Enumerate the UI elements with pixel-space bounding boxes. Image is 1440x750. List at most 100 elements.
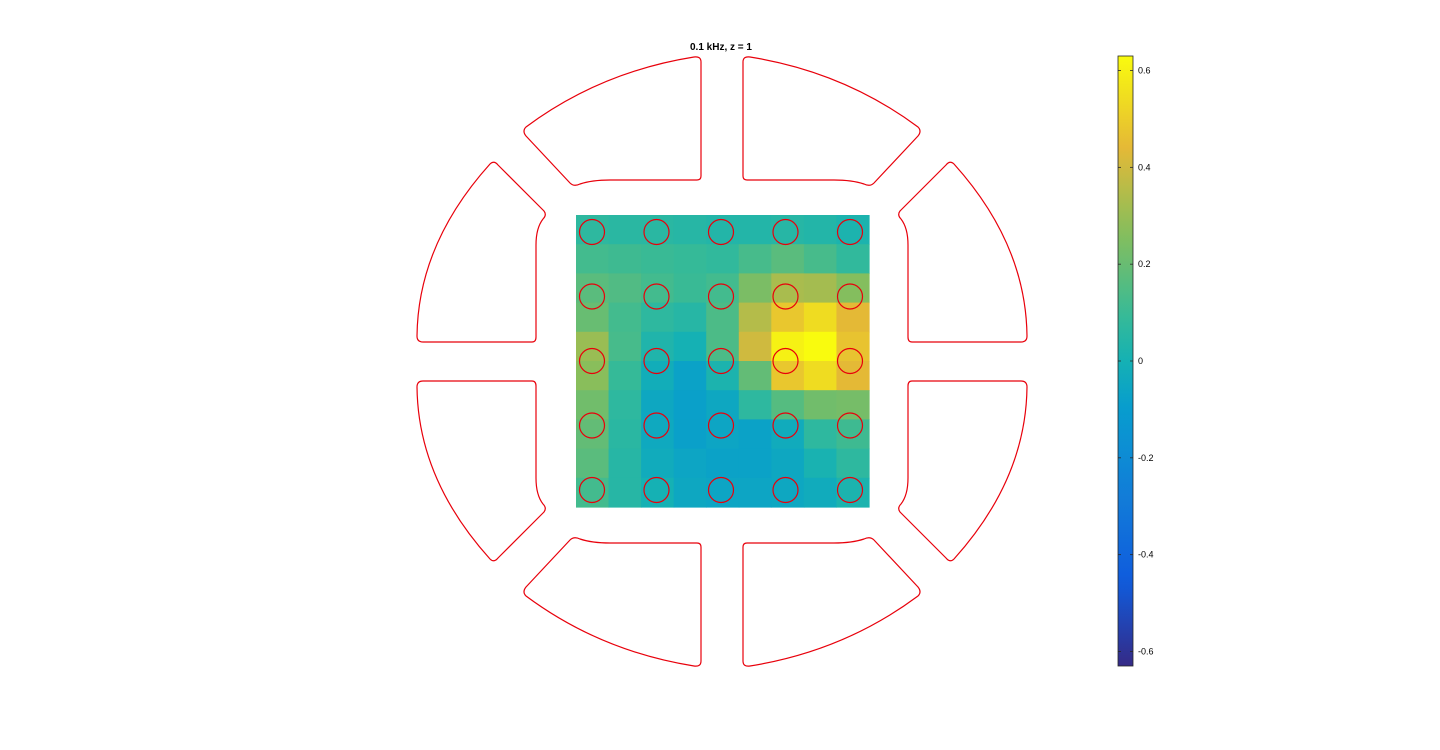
heatmap-cell xyxy=(673,390,707,420)
outline-segment xyxy=(898,380,1028,562)
heatmap-cell xyxy=(803,215,838,245)
heatmap-cell xyxy=(738,361,772,391)
heatmap-cell xyxy=(771,448,805,479)
heatmap-cell xyxy=(803,477,838,508)
heatmap-cell xyxy=(706,390,740,420)
colorbar-tick-label: 0.6 xyxy=(1138,66,1151,76)
heatmap xyxy=(576,215,870,508)
heatmap-cell xyxy=(608,477,642,508)
heatmap-cell xyxy=(836,448,870,479)
heatmap-cell xyxy=(738,244,772,274)
heatmap-cell xyxy=(673,302,707,333)
heatmap-cell xyxy=(706,361,740,391)
heatmap-cell xyxy=(641,302,675,333)
sensor-marker xyxy=(643,283,670,310)
heatmap-cell xyxy=(836,361,870,391)
heatmap-cell xyxy=(673,273,707,304)
colorbar-tick-label: 0 xyxy=(1138,356,1143,366)
sensor-marker xyxy=(707,218,735,246)
colorbar-tick-label: -0.2 xyxy=(1138,453,1154,463)
sensor-marker xyxy=(578,283,606,310)
sensor-marker xyxy=(772,412,799,439)
heatmap-cell xyxy=(836,273,870,304)
heatmap-cell xyxy=(673,419,707,450)
sensor-marker xyxy=(836,218,864,246)
sensor-marker xyxy=(578,218,606,246)
heatmap-cell xyxy=(803,361,838,391)
heatmap-cell xyxy=(836,302,870,333)
sensor-marker xyxy=(707,476,735,504)
heatmap-cell xyxy=(738,390,772,420)
outline-segment xyxy=(416,380,546,562)
heatmap-cell xyxy=(673,215,707,245)
heatmap-cell xyxy=(576,302,610,333)
heatmap-cell xyxy=(738,302,772,333)
heatmap-cell xyxy=(738,419,772,450)
heatmap-cell xyxy=(771,390,805,420)
heatmap-cell xyxy=(706,244,740,274)
heatmap-cell xyxy=(803,273,838,304)
heatmap-cell xyxy=(706,302,740,333)
sensor-marker xyxy=(578,476,606,504)
colorbar-tick-label: 0.4 xyxy=(1138,162,1151,172)
heatmap-cell xyxy=(771,331,805,362)
heatmap-cell xyxy=(738,215,772,245)
heatmap-cell xyxy=(771,302,805,333)
heatmap-cell xyxy=(673,477,707,508)
heatmap-cell xyxy=(576,273,610,304)
heatmap-cell xyxy=(771,361,805,391)
heatmap-cell xyxy=(641,244,675,274)
heatmap-cell xyxy=(608,331,642,362)
heatmap-cell xyxy=(803,244,838,274)
sensor-marker xyxy=(707,283,735,310)
outline-segment xyxy=(898,161,1028,343)
sensor-marker xyxy=(578,412,606,439)
heatmap-cell xyxy=(836,390,870,420)
sensor-markers xyxy=(578,218,864,504)
heatmap-cell xyxy=(706,448,740,479)
colorbar: 0.6 0.4 0.2 0 -0.2 -0.4 -0.6 xyxy=(1117,55,1154,667)
heatmap-cell xyxy=(608,244,642,274)
outline-segment xyxy=(523,56,702,186)
sensor-marker xyxy=(578,347,606,375)
sensor-marker xyxy=(643,412,670,439)
heatmap-cell xyxy=(836,244,870,274)
heatmap-cell xyxy=(608,419,642,450)
sensor-marker xyxy=(836,283,864,310)
colorbar-tick-label: -0.4 xyxy=(1138,550,1154,560)
heatmap-cell xyxy=(673,244,707,274)
outline-segments xyxy=(416,56,1028,667)
heatmap-cell xyxy=(608,215,642,245)
heatmap-cell xyxy=(641,390,675,420)
heatmap-cell xyxy=(641,361,675,391)
heatmap-cell xyxy=(608,448,642,479)
sensor-marker xyxy=(643,476,670,504)
sensor-marker xyxy=(643,347,670,375)
heatmap-cell xyxy=(608,390,642,420)
heatmap-cell xyxy=(576,448,610,479)
heatmap-cell xyxy=(803,390,838,420)
heatmap-cell xyxy=(803,331,838,362)
chart-title: 0.1 kHz, z = 1 xyxy=(690,42,752,53)
sensor-marker xyxy=(707,347,735,375)
heatmap-cell xyxy=(706,331,740,362)
heatmap-cell xyxy=(803,448,838,479)
sensor-marker xyxy=(643,218,670,246)
heatmap-cell xyxy=(738,477,772,508)
heatmap-cell xyxy=(608,361,642,391)
heatmap-cell xyxy=(641,448,675,479)
heatmap-cell xyxy=(738,273,772,304)
sensor-marker xyxy=(836,476,864,504)
heatmap-cell xyxy=(608,273,642,304)
heatmap-cell xyxy=(576,419,610,450)
heatmap-cell xyxy=(738,331,772,362)
outline-segment xyxy=(523,537,702,667)
heatmap-cell xyxy=(608,302,642,333)
heatmap-cell xyxy=(771,244,805,274)
sensor-marker xyxy=(772,476,799,504)
outline-segment xyxy=(416,161,546,343)
sensor-marker xyxy=(772,283,799,310)
sensor-marker xyxy=(772,218,799,246)
heatmap-cell xyxy=(576,244,610,274)
